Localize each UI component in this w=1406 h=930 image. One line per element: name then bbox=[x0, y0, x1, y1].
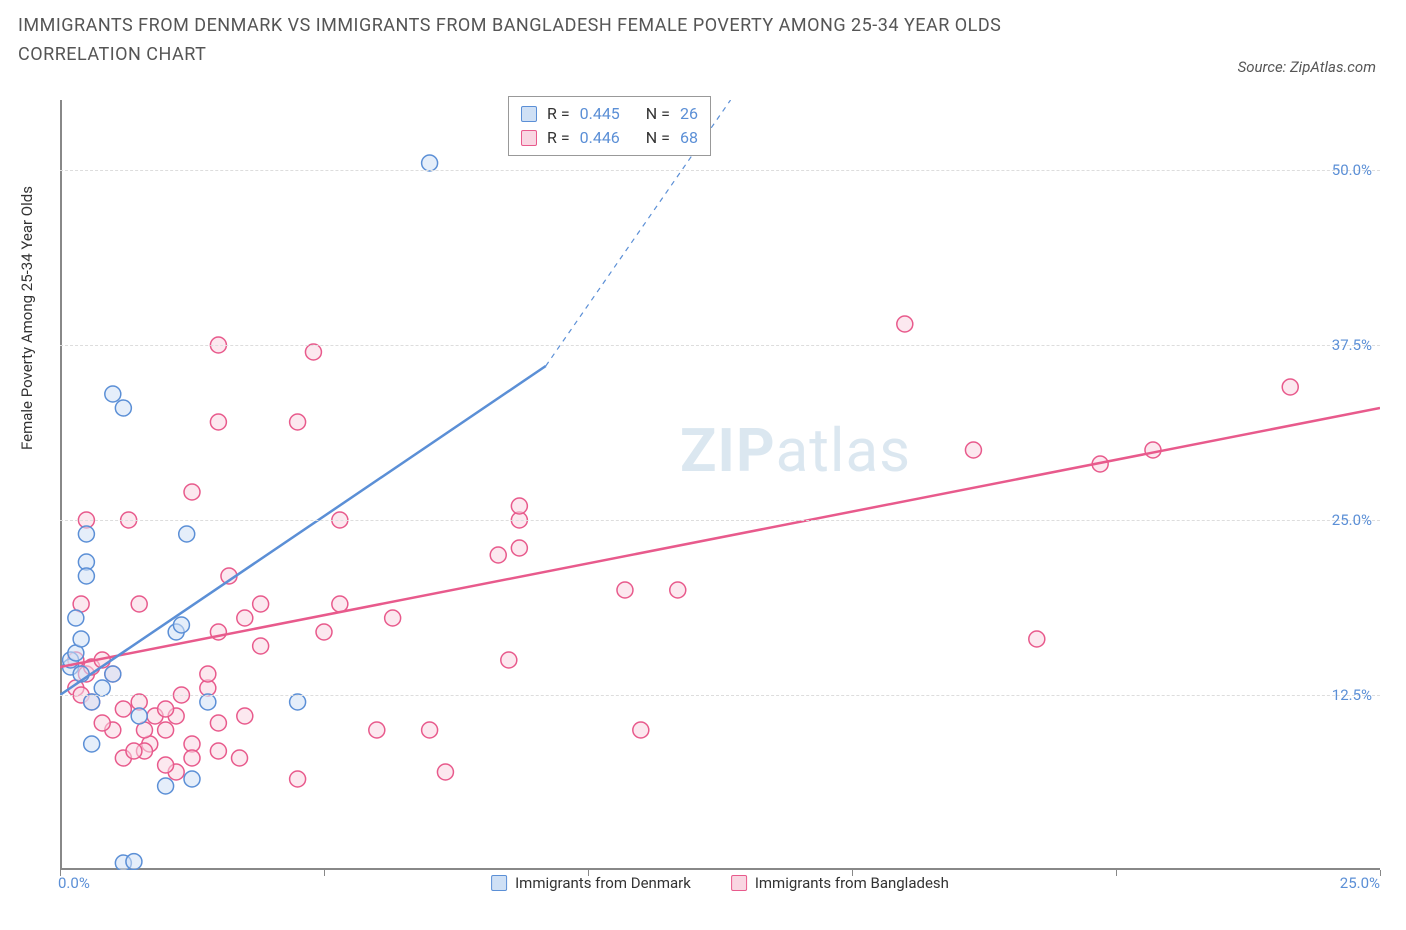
x-tick-mark bbox=[852, 870, 853, 876]
data-point bbox=[965, 442, 981, 458]
data-point bbox=[184, 750, 200, 766]
stats-n-label-1: N = bbox=[646, 102, 670, 126]
data-point bbox=[1145, 442, 1161, 458]
data-point bbox=[115, 400, 131, 416]
gridline bbox=[60, 170, 1380, 171]
data-point bbox=[369, 722, 385, 738]
data-point bbox=[210, 715, 226, 731]
data-point bbox=[126, 743, 142, 759]
legend-swatch-2 bbox=[731, 875, 747, 891]
data-point bbox=[105, 666, 121, 682]
data-point bbox=[84, 694, 100, 710]
stats-row-2: R = 0.446 N = 68 bbox=[521, 126, 698, 150]
data-point bbox=[422, 155, 438, 171]
stats-r-val-1: 0.445 bbox=[580, 102, 620, 126]
y-axis-label: Female Poverty Among 25-34 Year Olds bbox=[18, 186, 36, 450]
data-point bbox=[131, 708, 147, 724]
data-point bbox=[670, 582, 686, 598]
data-point bbox=[126, 854, 142, 870]
scatter-plot bbox=[60, 100, 1380, 870]
legend-bottom: Immigrants from Denmark Immigrants from … bbox=[491, 874, 949, 892]
data-point bbox=[232, 750, 248, 766]
data-point bbox=[385, 610, 401, 626]
stats-r-label-1: R = bbox=[547, 102, 570, 126]
y-tick-label: 50.0% bbox=[1332, 161, 1372, 179]
stats-r-val-2: 0.446 bbox=[580, 126, 620, 150]
legend-swatch-1 bbox=[491, 875, 507, 891]
data-point bbox=[131, 596, 147, 612]
data-point bbox=[115, 701, 131, 717]
legend-label-2: Immigrants from Bangladesh bbox=[755, 874, 949, 892]
data-point bbox=[158, 701, 174, 717]
stats-row-1: R = 0.445 N = 26 bbox=[521, 102, 698, 126]
data-point bbox=[511, 498, 527, 514]
data-point bbox=[158, 757, 174, 773]
data-point bbox=[290, 694, 306, 710]
data-point bbox=[253, 596, 269, 612]
stats-swatch-1 bbox=[521, 106, 537, 122]
data-point bbox=[617, 582, 633, 598]
data-point bbox=[290, 771, 306, 787]
data-point bbox=[78, 526, 94, 542]
data-point bbox=[422, 722, 438, 738]
data-point bbox=[210, 743, 226, 759]
data-point bbox=[1029, 631, 1045, 647]
data-point bbox=[94, 680, 110, 696]
x-tick-mark bbox=[1380, 870, 1381, 876]
data-point bbox=[184, 484, 200, 500]
stats-n-val-1: 26 bbox=[680, 102, 698, 126]
data-point bbox=[237, 610, 253, 626]
y-tick-label: 12.5% bbox=[1332, 686, 1372, 704]
gridline bbox=[60, 345, 1380, 346]
data-point bbox=[68, 610, 84, 626]
x-tick-mark bbox=[588, 870, 589, 876]
data-point bbox=[897, 316, 913, 332]
data-point bbox=[237, 708, 253, 724]
y-tick-label: 37.5% bbox=[1332, 336, 1372, 354]
data-point bbox=[332, 596, 348, 612]
data-point bbox=[184, 771, 200, 787]
stats-box: R = 0.445 N = 26 R = 0.446 N = 68 bbox=[508, 96, 711, 156]
legend-label-1: Immigrants from Denmark bbox=[515, 874, 691, 892]
data-point bbox=[78, 568, 94, 584]
stats-swatch-2 bbox=[521, 130, 537, 146]
data-point bbox=[633, 722, 649, 738]
data-point bbox=[290, 414, 306, 430]
data-point bbox=[316, 624, 332, 640]
data-point bbox=[200, 694, 216, 710]
data-point bbox=[105, 386, 121, 402]
data-point bbox=[511, 540, 527, 556]
data-point bbox=[1282, 379, 1298, 395]
gridline bbox=[60, 520, 1380, 521]
data-point bbox=[437, 764, 453, 780]
data-point bbox=[73, 631, 89, 647]
stats-r-label-2: R = bbox=[547, 126, 570, 150]
x-tick-label: 25.0% bbox=[1340, 874, 1380, 892]
chart-title: IMMIGRANTS FROM DENMARK VS IMMIGRANTS FR… bbox=[18, 12, 1118, 70]
legend-item-1: Immigrants from Denmark bbox=[491, 874, 691, 892]
data-point bbox=[94, 715, 110, 731]
data-point bbox=[501, 652, 517, 668]
stats-n-label-2: N = bbox=[646, 126, 670, 150]
data-point bbox=[210, 414, 226, 430]
data-point bbox=[305, 344, 321, 360]
gridline bbox=[60, 695, 1380, 696]
trend-line bbox=[60, 408, 1380, 667]
data-point bbox=[253, 638, 269, 654]
y-tick-label: 25.0% bbox=[1332, 511, 1372, 529]
x-tick-mark bbox=[1116, 870, 1117, 876]
data-point bbox=[158, 722, 174, 738]
source-attribution: Source: ZipAtlas.com bbox=[1238, 58, 1376, 76]
data-point bbox=[200, 666, 216, 682]
x-tick-label: 0.0% bbox=[58, 874, 90, 892]
data-point bbox=[84, 736, 100, 752]
data-point bbox=[490, 547, 506, 563]
stats-n-val-2: 68 bbox=[680, 126, 698, 150]
x-tick-mark bbox=[324, 870, 325, 876]
data-point bbox=[179, 526, 195, 542]
data-point bbox=[158, 778, 174, 794]
data-point bbox=[173, 617, 189, 633]
legend-item-2: Immigrants from Bangladesh bbox=[731, 874, 949, 892]
chart-area: ZIPatlas R = 0.445 N = 26 R = 0.446 N = … bbox=[60, 100, 1380, 870]
